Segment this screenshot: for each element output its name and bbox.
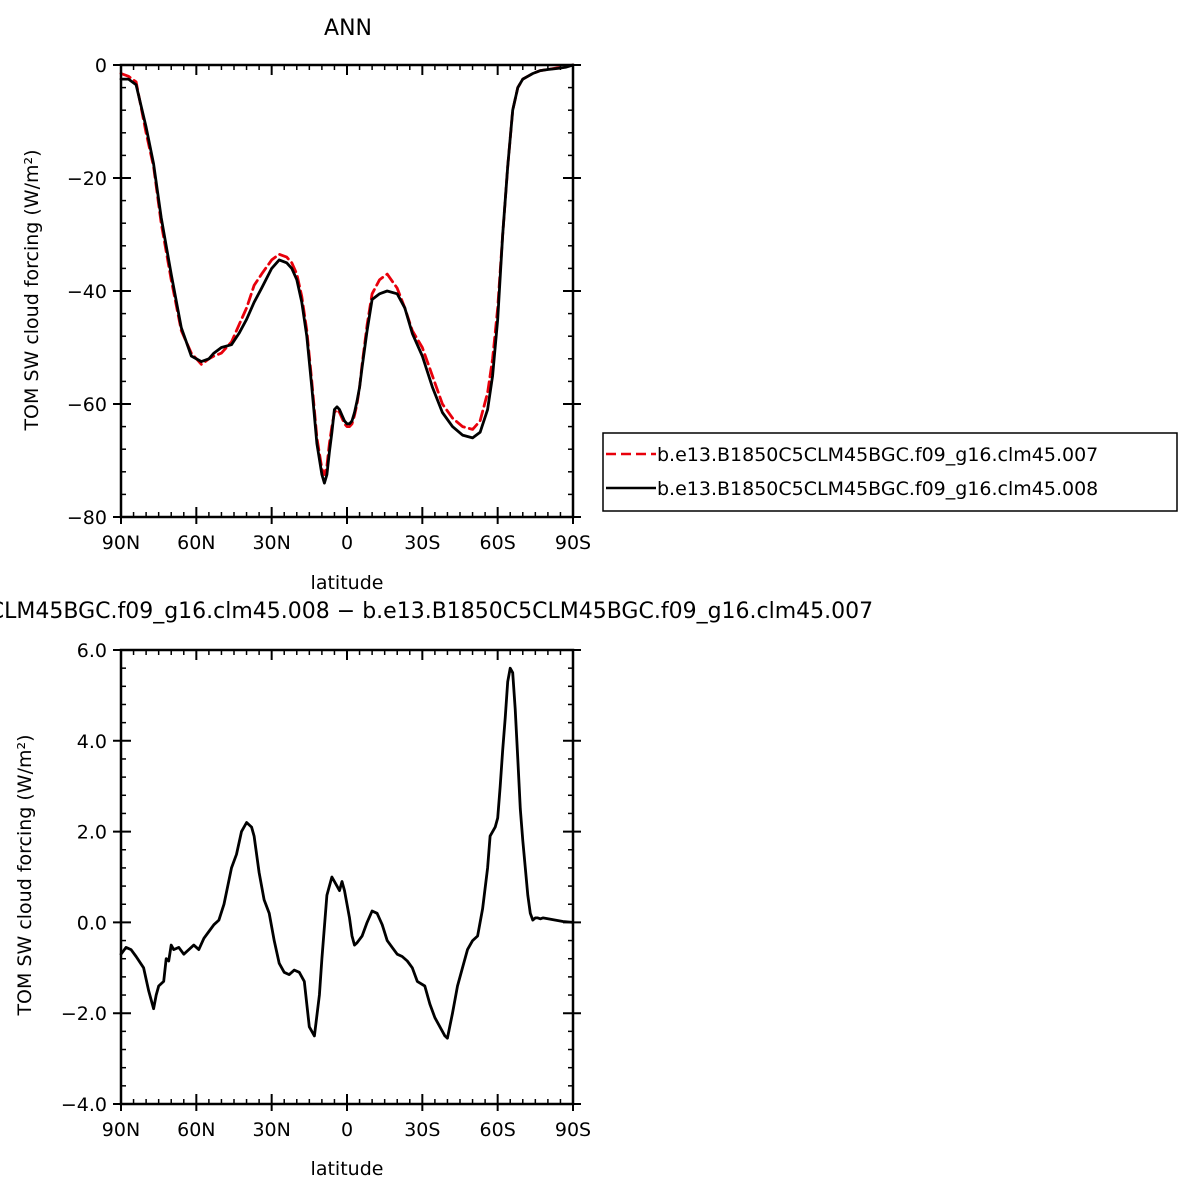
series-line-0-1 [119, 63, 575, 485]
x-tick-label: 60S [480, 532, 516, 554]
x-tick-label: 90S [555, 1119, 591, 1141]
y-tick-label: −20 [67, 168, 107, 190]
legend-box [602, 432, 1178, 512]
y-tick-label: 2.0 [77, 822, 107, 844]
y-tick-label: 0.0 [77, 912, 107, 934]
legend-label-007: b.e13.B1850C5CLM45BGC.f09_g16.clm45.007 [657, 444, 1098, 466]
y-tick-label: −40 [67, 281, 107, 303]
x-tick-label: 60N [177, 1119, 215, 1141]
x-tick-label: 30N [252, 532, 290, 554]
y-tick-label: −80 [67, 507, 107, 529]
x-tick-label: 60S [480, 1119, 516, 1141]
x-tick-label: 30N [252, 1119, 290, 1141]
plot-frame-0 [119, 63, 575, 519]
x-tick-label: 90N [102, 1119, 140, 1141]
bottom-x-axis-label: latitude [311, 1158, 384, 1180]
x-tick-label: 0 [341, 532, 353, 554]
y-tick-label: 0 [95, 55, 107, 77]
y-tick-label: −60 [67, 394, 107, 416]
bottom-panel: b.e13.B1850C5CLM45BGC.f09_g16.clm45.008 … [0, 599, 873, 1180]
legend: b.e13.B1850C5CLM45BGC.f09_g16.clm45.007 … [602, 432, 1178, 512]
y-tick-label: 6.0 [77, 640, 107, 662]
top-y-axis-label: TOM SW cloud forcing (W/m²) [21, 149, 43, 431]
x-tick-label: 30S [404, 1119, 440, 1141]
series-line-1-0 [119, 666, 575, 1040]
legend-label-008: b.e13.B1850C5CLM45BGC.f09_g16.clm45.008 [657, 478, 1098, 500]
x-tick-label: 90S [555, 532, 591, 554]
y-tick-label: −2.0 [61, 1003, 107, 1025]
y-tick-label: 4.0 [77, 731, 107, 753]
bottom-chart-title: b.e13.B1850C5CLM45BGC.f09_g16.clm45.008 … [0, 599, 873, 624]
x-tick-label: 30S [404, 532, 440, 554]
y-tick-label: −4.0 [61, 1094, 107, 1116]
top-panel: ANN latitude TOM SW cloud forcing (W/m²)… [21, 16, 1178, 594]
bottom-y-axis-label: TOM SW cloud forcing (W/m²) [14, 734, 36, 1016]
top-chart-title: ANN [324, 16, 372, 41]
x-tick-label: 90N [102, 532, 140, 554]
series-line-0-0 [119, 63, 575, 476]
x-tick-label: 60N [177, 532, 215, 554]
top-x-axis-label: latitude [311, 572, 384, 594]
x-tick-label: 0 [341, 1119, 353, 1141]
bottom-plot-area: 90N 60N 30N 0 30S 60S 90S 6.0 4.0 2.0 0.0 −2.0 −4.0 [61, 640, 591, 1141]
top-plot-area: 90N 60N 30N 0 30S 60S 90S 0 −20 −40 −60 −80 [67, 55, 591, 554]
